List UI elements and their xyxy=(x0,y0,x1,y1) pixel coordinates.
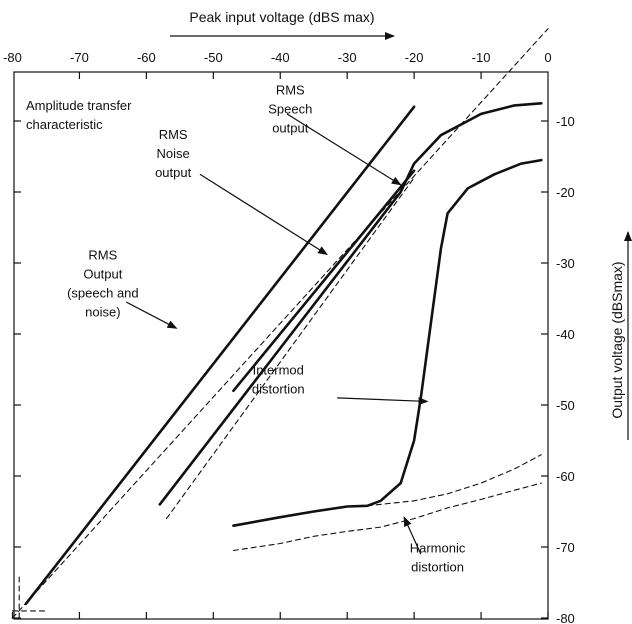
y-axis-title: Output voltage (dBSmax) xyxy=(609,261,625,418)
rms-speech-label-line: Speech xyxy=(268,102,312,117)
rms-output-label-line: RMS xyxy=(88,247,117,262)
y-tick-label: -40 xyxy=(556,327,575,342)
intermod-label-line: Intermod xyxy=(253,362,304,377)
harmonic-label-line: Harmonic xyxy=(410,541,466,556)
rms-speech-label-arrow xyxy=(286,113,402,186)
intermod-label-arrow xyxy=(337,397,429,406)
y-tick-label: -10 xyxy=(556,114,575,129)
rms-output-label-arrow xyxy=(126,301,178,329)
y-tick-label: -80 xyxy=(556,611,575,624)
series-intermod xyxy=(232,158,543,528)
x-tick-label: -30 xyxy=(338,50,357,65)
x-tick-label: -50 xyxy=(204,50,223,65)
series-diagonal-reference xyxy=(11,28,549,619)
y-tick-label: -60 xyxy=(556,469,575,484)
x-tick-label: -40 xyxy=(271,50,290,65)
y-tick-label: -50 xyxy=(556,398,575,413)
x-tick-label: -70 xyxy=(70,50,89,65)
series-harmonic-upper xyxy=(366,454,542,507)
rms-noise-label: RMS Noise output xyxy=(155,127,192,180)
series-dashed-speech-ref xyxy=(165,177,415,520)
x-tick-label: -10 xyxy=(472,50,491,65)
x-axis-title: Peak input voltage (dBS max) xyxy=(189,9,374,25)
series-rms-speech xyxy=(232,169,416,393)
intermod-label: Intermod distortion xyxy=(252,362,305,396)
chart-title-line2: characteristic xyxy=(26,117,103,132)
series-rms-output xyxy=(24,105,416,606)
annotations-layer: RMS Speech output RMS Noise output RMS Output (s… xyxy=(67,83,466,575)
ticks-layer: -80 -70 -60 -50 -40 -30 -20 -10 0 -10 -20 -30 -40 -50… xyxy=(3,50,575,624)
rms-output-label-line: (speech and xyxy=(67,285,139,300)
y-tick-label: -70 xyxy=(556,540,575,555)
rms-speech-label-line: RMS xyxy=(276,83,305,98)
rms-speech-label: RMS Speech output xyxy=(268,83,312,136)
x-tick-label: -20 xyxy=(405,50,424,65)
harmonic-label: Harmonic distortion xyxy=(410,541,466,575)
intermod-label-line: distortion xyxy=(252,381,305,396)
rms-noise-label-line: RMS xyxy=(159,127,188,142)
x-tick-label: -80 xyxy=(3,50,22,65)
rms-output-label-line: noise) xyxy=(85,304,120,319)
rms-speech-label-line: output xyxy=(272,121,309,136)
y-tick-label: -20 xyxy=(556,185,575,200)
rms-output-label: RMS Output (speech and noise) xyxy=(67,247,139,319)
harmonic-label-arrow xyxy=(403,516,422,555)
chart-title-line1: Amplitude transfer xyxy=(26,98,132,113)
rms-output-label-line: Output xyxy=(83,266,122,281)
series-rms-noise xyxy=(158,102,543,506)
rms-noise-label-arrow xyxy=(199,173,328,256)
series-harmonic-lower xyxy=(232,482,542,552)
rms-noise-label-line: Noise xyxy=(157,146,190,161)
rms-noise-label-line: output xyxy=(155,165,192,180)
harmonic-label-line: distortion xyxy=(411,560,464,575)
y-tick-label: -30 xyxy=(556,256,575,271)
x-tick-label: -60 xyxy=(137,50,156,65)
plot-frame xyxy=(13,71,549,620)
x-tick-label: 0 xyxy=(544,50,551,65)
